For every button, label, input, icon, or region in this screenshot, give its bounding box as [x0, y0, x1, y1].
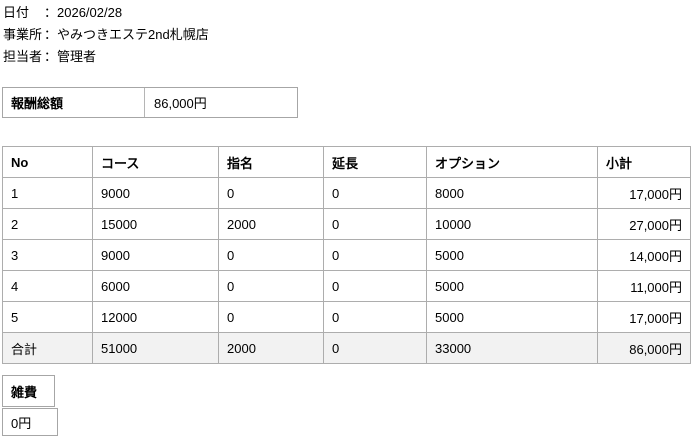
total-reward-value: 86,000円	[144, 88, 297, 117]
column-header-encho: 延長	[323, 146, 427, 178]
table-cell: 17,000円	[597, 177, 691, 209]
misc-expense-label-box: 雑費	[2, 375, 55, 407]
table-cell: 5000	[426, 301, 598, 333]
table-cell: 12000	[92, 301, 219, 333]
table-cell: 5000	[426, 270, 598, 302]
total-reward-box: 報酬総額 86,000円	[2, 87, 298, 118]
table-header-row: No コース 指名 延長 オプション 小計	[2, 146, 691, 178]
report-header: 日付 ：2026/02/28 事業所 ：やみつきエステ2nd札幌店 担当者 ：管理者	[3, 2, 209, 68]
table-cell: 11,000円	[597, 270, 691, 302]
staff-line: 担当者 ：管理者	[3, 46, 209, 68]
table-cell: 8000	[426, 177, 598, 209]
table-row: 5 12000 0 0 5000 17,000円	[2, 301, 691, 333]
date-separator: ：	[44, 5, 58, 20]
column-header-shimei: 指名	[218, 146, 324, 178]
table-cell: 10000	[426, 208, 598, 240]
table-cell: 0	[323, 332, 427, 364]
table-cell: 51000	[92, 332, 219, 364]
staff-value: 管理者	[57, 49, 97, 64]
table-cell: 0	[323, 301, 427, 333]
date-line: 日付 ：2026/02/28	[3, 2, 209, 24]
table-cell: 9000	[92, 239, 219, 271]
table-cell: 15000	[92, 208, 219, 240]
table-cell: 合計	[2, 332, 93, 364]
table-cell: 0	[323, 208, 427, 240]
table-cell: 17,000円	[597, 301, 691, 333]
table-cell: 2000	[218, 332, 324, 364]
office-separator: ：	[44, 27, 58, 42]
table-row: 1 9000 0 0 8000 17,000円	[2, 177, 691, 209]
table-cell: 5	[2, 301, 93, 333]
table-cell: 0	[323, 270, 427, 302]
staff-label: 担当者	[3, 49, 43, 64]
reward-detail-table: No コース 指名 延長 オプション 小計 1 9000 0 0 8000 17,000円…	[2, 146, 691, 364]
date-label: 日付	[3, 5, 30, 20]
table-cell: 0	[218, 177, 324, 209]
office-label: 事業所	[3, 27, 43, 42]
table-total-row: 合計 51000 2000 0 33000 86,000円	[2, 332, 691, 364]
column-header-subtotal: 小計	[597, 146, 691, 178]
table-cell: 0	[218, 301, 324, 333]
date-value: 2026/02/28	[57, 5, 123, 20]
table-cell: 0	[218, 239, 324, 271]
table-cell: 3	[2, 239, 93, 271]
table-cell: 33000	[426, 332, 598, 364]
staff-separator: ：	[44, 49, 58, 64]
table-cell: 27,000円	[597, 208, 691, 240]
column-header-no: No	[2, 146, 93, 178]
office-line: 事業所 ：やみつきエステ2nd札幌店	[3, 24, 209, 46]
table-cell: 14,000円	[597, 239, 691, 271]
table-cell: 0	[323, 177, 427, 209]
table-cell: 5000	[426, 239, 598, 271]
column-header-course: コース	[92, 146, 219, 178]
table-cell: 86,000円	[597, 332, 691, 364]
table-row: 4 6000 0 0 5000 11,000円	[2, 270, 691, 302]
column-header-option: オプション	[426, 146, 598, 178]
table-cell: 2000	[218, 208, 324, 240]
misc-expense-value-box: 0円	[2, 408, 58, 436]
table-cell: 2	[2, 208, 93, 240]
office-value: やみつきエステ2nd札幌店	[57, 27, 209, 42]
total-reward-label: 報酬総額	[11, 96, 64, 111]
table-cell: 4	[2, 270, 93, 302]
table-row: 3 9000 0 0 5000 14,000円	[2, 239, 691, 271]
table-cell: 0	[323, 239, 427, 271]
table-cell: 6000	[92, 270, 219, 302]
table-cell: 9000	[92, 177, 219, 209]
table-cell: 1	[2, 177, 93, 209]
table-row: 2 15000 2000 0 10000 27,000円	[2, 208, 691, 240]
table-cell: 0	[218, 270, 324, 302]
